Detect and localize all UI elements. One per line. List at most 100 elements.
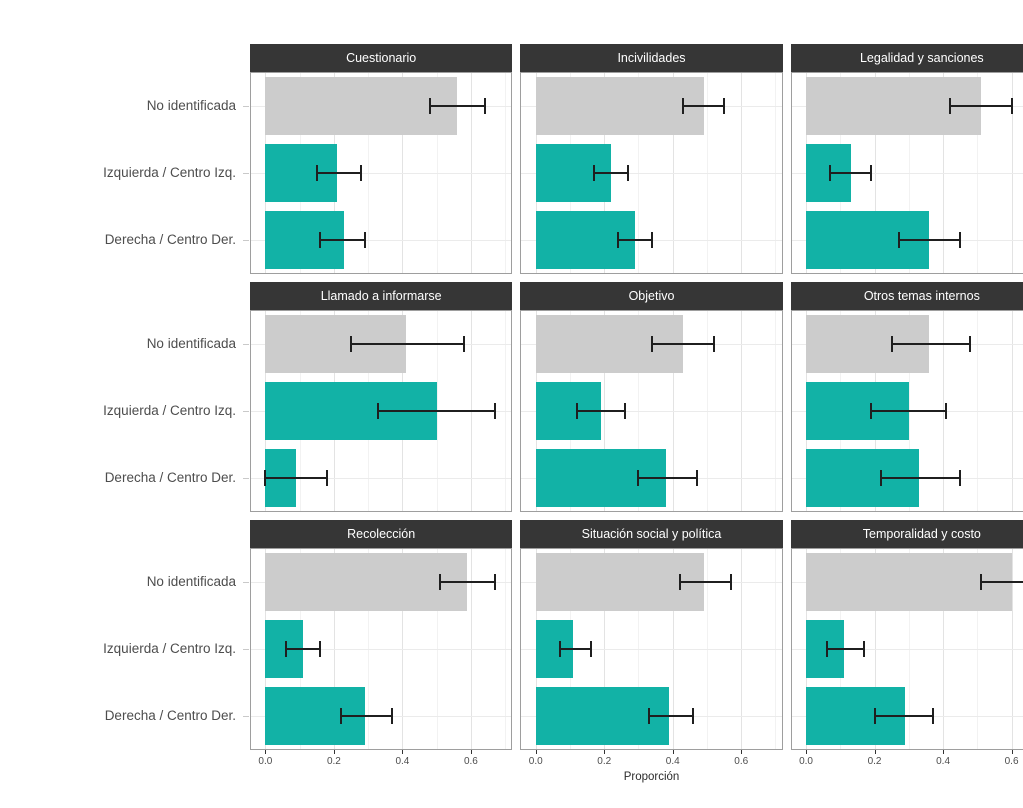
x-tick-label: 0.0: [258, 756, 273, 767]
error-bar-cap: [360, 165, 363, 181]
error-bar-cap: [319, 641, 322, 657]
y-axis-label-derecha-centro-der: Derecha / Centro Der.: [104, 469, 236, 485]
error-bar-cap: [729, 574, 732, 591]
error-bar-cap: [592, 165, 595, 181]
error-bar-line: [830, 172, 872, 174]
error-bar-line: [874, 714, 933, 717]
x-tick-mark: [874, 750, 876, 754]
y-axis-label-izquierda-centro-izq: Izquierda / Centro Izq.: [103, 403, 236, 418]
y-axis-label-izquierda-centro-izq: Izquierda / Centro Izq.: [103, 641, 236, 656]
facet-strip-title: Temporalidad y costo: [790, 520, 1023, 548]
facet-panel: [250, 548, 513, 750]
error-bar-cap: [326, 469, 329, 486]
error-bar-cap: [931, 707, 934, 724]
error-bar-line: [285, 648, 321, 650]
error-bar-cap: [627, 165, 630, 181]
gridline-category: [251, 173, 512, 174]
error-bar-cap: [873, 707, 876, 724]
error-bar-line: [871, 410, 947, 412]
error-bar-cap: [1010, 98, 1013, 115]
error-bar-cap: [439, 574, 442, 591]
error-bar-cap: [890, 336, 893, 353]
gridline-category: [251, 477, 512, 479]
bar-no-identificada: [265, 553, 468, 612]
error-bar-cap: [391, 707, 394, 724]
error-bar-cap: [829, 165, 832, 181]
y-tick-mark: [243, 344, 249, 346]
error-bar-cap: [493, 574, 496, 591]
facet-recoleccion: Recolección: [250, 520, 513, 750]
error-bar-cap: [682, 98, 684, 115]
y-tick-mark: [243, 411, 249, 412]
y-tick-mark: [243, 649, 249, 650]
gridline-category: [251, 649, 512, 650]
error-bar-cap: [339, 707, 342, 724]
error-bar-cap: [678, 574, 681, 591]
error-bar-line: [638, 476, 697, 479]
facet-temporalidad-y-costo: Temporalidad y costo: [790, 520, 1023, 750]
y-tick-mark: [243, 582, 249, 584]
facet-strip-title: Otros temas internos: [790, 282, 1023, 310]
x-tick-label: 0.6: [463, 756, 478, 767]
gridline-category: [251, 239, 512, 241]
x-axis-title: Proporción: [623, 771, 680, 783]
facet-strip-title: Legalidad y sanciones: [790, 44, 1023, 72]
x-tick-mark: [806, 750, 808, 754]
x-tick-label: 0.0: [799, 756, 813, 767]
error-bar-cap: [880, 469, 883, 486]
error-bar-line: [652, 343, 714, 346]
facet-strip-title: Recolección: [250, 520, 513, 548]
facet-panel: [250, 72, 513, 274]
error-bar-line: [429, 105, 485, 108]
error-bar-cap: [695, 469, 698, 486]
x-tick-mark: [470, 750, 472, 754]
error-bar-cap: [483, 98, 486, 115]
y-tick-mark: [243, 106, 249, 108]
error-bar-cap: [959, 231, 962, 248]
error-bar-line: [576, 410, 625, 412]
x-tick-label: 0.4: [936, 756, 951, 767]
facet-situacion-social-y-politica: Situación social y política: [520, 520, 783, 750]
error-bar-cap: [897, 231, 900, 248]
facet-cuestionario: Cuestionario: [250, 44, 513, 274]
error-bar-cap: [651, 231, 654, 248]
error-bar-line: [340, 714, 393, 717]
error-bar-line: [898, 238, 961, 241]
facet-panel: [790, 548, 1023, 750]
bar-no-identificada: [265, 77, 458, 136]
x-tick-label: 0.2: [867, 756, 882, 767]
error-bar-cap: [647, 707, 650, 724]
facet-panel: [790, 72, 1023, 274]
y-tick-mark: [243, 715, 249, 717]
facet-strip-title: Llamado a informarse: [250, 282, 513, 310]
facet-strip-title: Cuestionario: [250, 44, 513, 72]
gridline-category: [791, 649, 1023, 650]
x-tick-label: 0.4: [665, 756, 680, 767]
faceted-bar-chart: Cuestionario Incivilidades Legalidad y san…: [40, 16, 1023, 792]
facet-llamado-a-informarse: Llamado a informarse: [250, 282, 513, 512]
error-bar-cap: [969, 336, 972, 353]
gridline-category: [521, 649, 782, 650]
y-tick-mark: [243, 239, 249, 241]
facet-panel: [250, 310, 513, 512]
gridline-category: [521, 173, 782, 174]
error-bar-line: [265, 476, 328, 479]
x-tick-label: 0.2: [597, 756, 612, 767]
x-tick-mark: [741, 750, 743, 754]
error-bar-cap: [319, 231, 322, 248]
bar-derecha-centro-der: [535, 686, 670, 745]
x-tick-mark: [535, 750, 537, 754]
error-bar-line: [320, 238, 365, 241]
x-tick-mark: [1011, 750, 1013, 754]
error-bar-line: [559, 648, 591, 650]
error-bar-line: [980, 581, 1023, 584]
x-tick-mark: [672, 750, 674, 754]
error-bar-line: [593, 172, 629, 174]
y-tick-mark: [243, 173, 249, 174]
error-bar-cap: [870, 165, 873, 181]
error-bar-line: [949, 105, 1012, 108]
x-tick-mark: [604, 750, 606, 754]
error-bar-cap: [589, 641, 592, 657]
facet-objetivo: Objetivo: [520, 282, 783, 512]
error-bar-cap: [863, 641, 866, 657]
